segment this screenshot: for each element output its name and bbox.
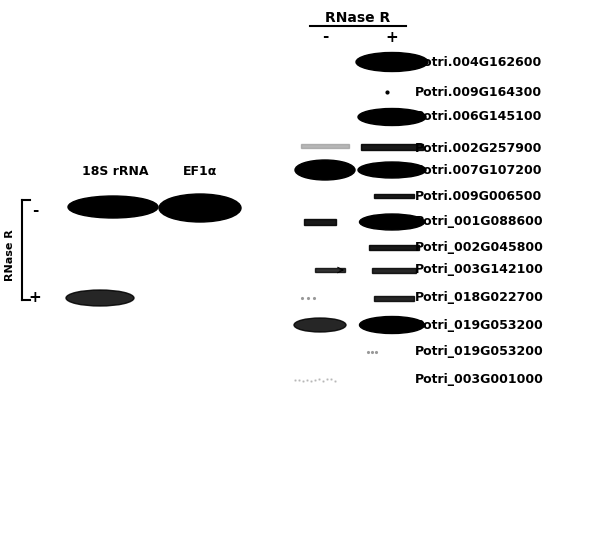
Text: Potri_003G142100: Potri_003G142100 — [415, 263, 544, 277]
Bar — [361, 144, 423, 150]
Text: RNase R: RNase R — [325, 11, 391, 25]
Ellipse shape — [159, 194, 241, 222]
Ellipse shape — [66, 290, 134, 306]
Text: +: + — [386, 30, 398, 45]
Ellipse shape — [358, 162, 426, 178]
Text: Potri_001G088600: Potri_001G088600 — [415, 215, 543, 229]
Bar — [369, 245, 419, 250]
Text: -: - — [322, 30, 328, 45]
Bar — [372, 267, 416, 273]
Text: Potri_019G053200: Potri_019G053200 — [415, 318, 544, 332]
Ellipse shape — [294, 318, 346, 332]
Text: Potri.009G164300: Potri.009G164300 — [415, 85, 542, 99]
Ellipse shape — [358, 109, 426, 126]
Text: Potri_003G001000: Potri_003G001000 — [415, 374, 544, 386]
Text: EF1α: EF1α — [183, 165, 217, 178]
Text: +: + — [29, 290, 41, 305]
Bar — [315, 268, 345, 272]
Text: Potri.007G107200: Potri.007G107200 — [415, 164, 543, 176]
Text: 18S rRNA: 18S rRNA — [82, 165, 148, 178]
Ellipse shape — [360, 316, 424, 333]
Text: Potri_019G053200: Potri_019G053200 — [415, 345, 544, 359]
Ellipse shape — [295, 160, 355, 180]
Ellipse shape — [356, 52, 428, 72]
Text: Potri.006G145100: Potri.006G145100 — [415, 111, 542, 123]
Bar — [374, 194, 414, 198]
Text: RNase R: RNase R — [5, 229, 15, 281]
Bar — [304, 219, 336, 225]
Text: Potri.004G162600: Potri.004G162600 — [415, 56, 542, 68]
Text: Potri_002G045800: Potri_002G045800 — [415, 240, 544, 253]
Bar — [301, 144, 349, 148]
Ellipse shape — [360, 214, 424, 230]
Text: Potri_018G022700: Potri_018G022700 — [415, 291, 544, 305]
Text: Potri.002G257900: Potri.002G257900 — [415, 142, 542, 154]
Ellipse shape — [68, 196, 158, 218]
Text: -: - — [32, 203, 38, 218]
Text: Potri.009G006500: Potri.009G006500 — [415, 190, 542, 203]
Bar — [374, 295, 414, 300]
